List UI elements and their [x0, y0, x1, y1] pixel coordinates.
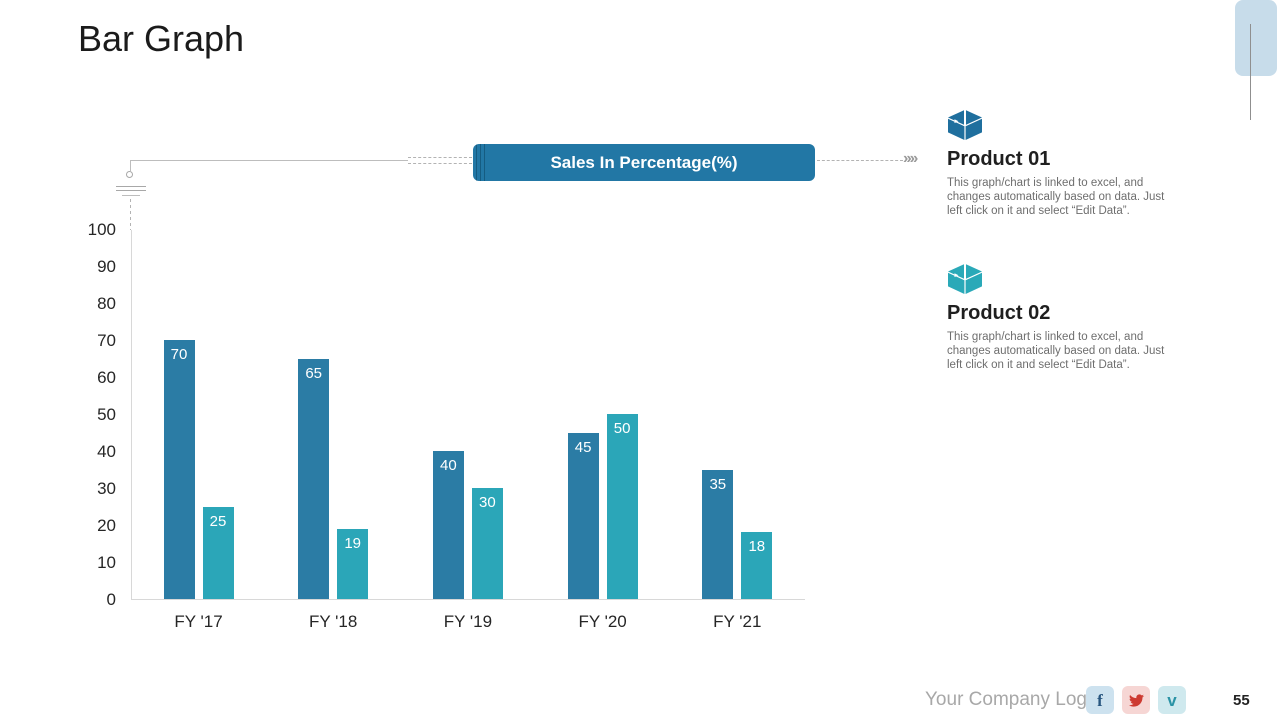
page-title: Bar Graph	[78, 18, 245, 59]
box-icon	[948, 264, 982, 294]
y-axis-tick-label: 40	[97, 442, 116, 461]
bar-value-label: 45	[574, 438, 592, 456]
bar-value-label: 18	[748, 538, 766, 556]
bar-product-02-17: 25	[202, 506, 234, 599]
y-axis-tick-label: 50	[97, 405, 116, 424]
y-axis-tick-label: 20	[97, 516, 116, 535]
corner-vertical-line	[1250, 24, 1251, 120]
connector-line	[130, 160, 408, 161]
y-axis-tick-label: 70	[97, 331, 116, 350]
bar-value-label: 19	[344, 534, 362, 552]
y-axis-tick-label: 100	[87, 220, 116, 239]
page-number: 55	[1233, 692, 1250, 709]
bar-chart[interactable]: 100 90 80 70 60 50 40 30 20 10 0 70 25 FY '17 65 19 FY '…	[88, 221, 805, 631]
bar-product-02-21: 18	[741, 532, 773, 599]
connector-dash-vertical	[130, 199, 131, 230]
chevron-arrows-icon: ››››	[903, 150, 918, 167]
product-02-callout: Product 02 This graph/chart is linked to…	[947, 262, 1177, 372]
y-axis-tick-label: 80	[97, 294, 116, 313]
bar-product-01-17: 70	[163, 340, 195, 599]
ground-symbol-icon	[116, 186, 146, 187]
bar-product-01-19: 40	[432, 451, 464, 599]
x-axis-tick-label: FY '17	[174, 612, 223, 631]
x-axis-tick-label: FY '18	[309, 612, 358, 631]
bar-product-01-18: 65	[298, 358, 330, 599]
x-axis-tick-label: FY '20	[578, 612, 627, 631]
bar-value-label: 30	[479, 494, 496, 511]
connector-dashes	[408, 157, 472, 164]
product-description: This graph/chart is linked to excel, and…	[947, 177, 1165, 217]
box-icon	[948, 110, 982, 140]
bar-value-label: 25	[209, 512, 227, 530]
chart-title-badge[interactable]: Sales In Percentage(%)	[473, 144, 815, 181]
corner-accent-rectangle	[1235, 0, 1277, 76]
product-description: This graph/chart is linked to excel, and…	[947, 331, 1165, 371]
twitter-icon[interactable]	[1122, 686, 1150, 714]
product-title: Product 02	[947, 302, 1051, 324]
connector-dashes-right	[817, 160, 903, 161]
bar-product-02-20: 50	[606, 414, 638, 599]
x-axis-tick-label: FY '21	[713, 612, 762, 631]
connector-drop-line	[130, 160, 131, 171]
connector-circle-icon	[126, 171, 133, 178]
bar-value-label: 70	[170, 346, 188, 363]
company-logo-text: Your Company Logo	[925, 689, 1098, 710]
ground-symbol-icon	[122, 195, 140, 196]
bar-product-01-21: 35	[702, 469, 734, 599]
x-axis-tick-label: FY '19	[443, 612, 493, 631]
bar-value-label: 50	[613, 420, 631, 437]
ground-symbol-icon	[116, 190, 146, 191]
y-axis-tick-label: 60	[97, 368, 116, 387]
product-01-callout: Product 01 This graph/chart is linked to…	[947, 108, 1177, 218]
bar-product-01-20: 45	[567, 432, 599, 599]
chart-title-label: Sales In Percentage(%)	[550, 152, 738, 172]
facebook-icon[interactable]: f	[1086, 686, 1114, 714]
bar-product-02-19: 30	[471, 488, 503, 599]
bar-value-label: 65	[305, 364, 323, 382]
y-axis-tick-label: 30	[97, 479, 116, 498]
y-axis-tick-label: 90	[97, 257, 116, 276]
vimeo-icon[interactable]: v	[1158, 686, 1186, 714]
y-axis-tick-label: 0	[106, 590, 116, 609]
bar-value-label: 40	[440, 457, 457, 474]
bar-value-label: 35	[709, 475, 727, 493]
bar-product-02-18: 19	[337, 528, 369, 599]
y-axis-tick-label: 10	[97, 553, 116, 572]
product-title: Product 01	[947, 148, 1051, 170]
